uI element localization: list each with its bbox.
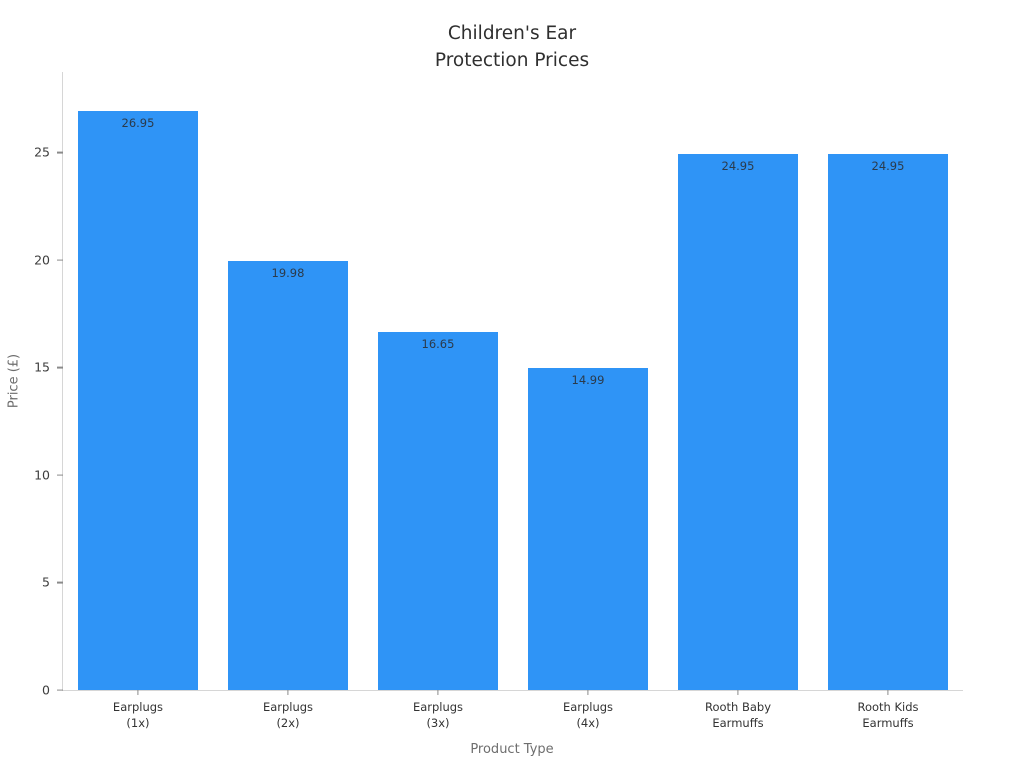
chart-title: Children's Ear Protection Prices bbox=[434, 23, 590, 71]
y-tick-label: 10 bbox=[34, 466, 50, 482]
x-tick-label: Rooth Baby Earmuffs bbox=[704, 700, 772, 730]
y-tick-mark bbox=[57, 259, 63, 261]
plot-area: 0 5 10 15 20 25 26.95 Earplugs (1x) 19.98 Earplug… bbox=[34, 72, 963, 730]
bar-value-label: 24.95 bbox=[871, 158, 905, 173]
bar: 26.95 bbox=[77, 110, 199, 690]
y-tick-mark bbox=[57, 581, 63, 584]
x-tick-label: Rooth Kids Earmuffs bbox=[857, 700, 919, 730]
y-tick-mark bbox=[57, 474, 63, 476]
bar-value-label: 24.95 bbox=[721, 158, 755, 173]
bar: 16.65 bbox=[377, 332, 499, 690]
bar-value-label: 19.98 bbox=[271, 265, 305, 280]
y-axis-label: Price (£) bbox=[6, 353, 22, 409]
x-tick-mark bbox=[287, 690, 289, 695]
y-tick-label: 0 bbox=[42, 681, 50, 697]
y-tick-mark bbox=[57, 689, 63, 691]
x-tick-label: Earplugs (3x) bbox=[412, 700, 464, 730]
x-tick-label: Earplugs (4x) bbox=[562, 700, 614, 730]
y-tick-label: 25 bbox=[34, 144, 50, 160]
bar-value-label: 16.65 bbox=[421, 337, 455, 352]
x-tick-mark bbox=[437, 690, 439, 695]
x-tick-mark bbox=[587, 690, 589, 695]
bar-value-label: 26.95 bbox=[121, 115, 155, 130]
bar-value-label: 14.99 bbox=[571, 372, 605, 387]
x-tick-mark bbox=[887, 690, 889, 695]
x-tick-label: Earplugs (2x) bbox=[262, 700, 314, 730]
y-tick-label: 5 bbox=[42, 574, 50, 590]
x-tick-mark bbox=[737, 690, 739, 695]
y-tick-mark bbox=[57, 152, 63, 154]
bar: 24.95 bbox=[827, 153, 949, 690]
bar: 14.99 bbox=[527, 367, 649, 690]
x-axis-label: Product Type bbox=[470, 742, 554, 757]
bar: 19.98 bbox=[227, 260, 349, 690]
bar: 24.95 bbox=[677, 153, 799, 690]
y-tick-mark bbox=[57, 366, 63, 369]
y-tick-label: 20 bbox=[34, 251, 50, 267]
x-tick-label: Earplugs (1x) bbox=[112, 700, 164, 730]
y-tick-label: 15 bbox=[34, 359, 50, 375]
x-tick-mark bbox=[137, 690, 139, 695]
